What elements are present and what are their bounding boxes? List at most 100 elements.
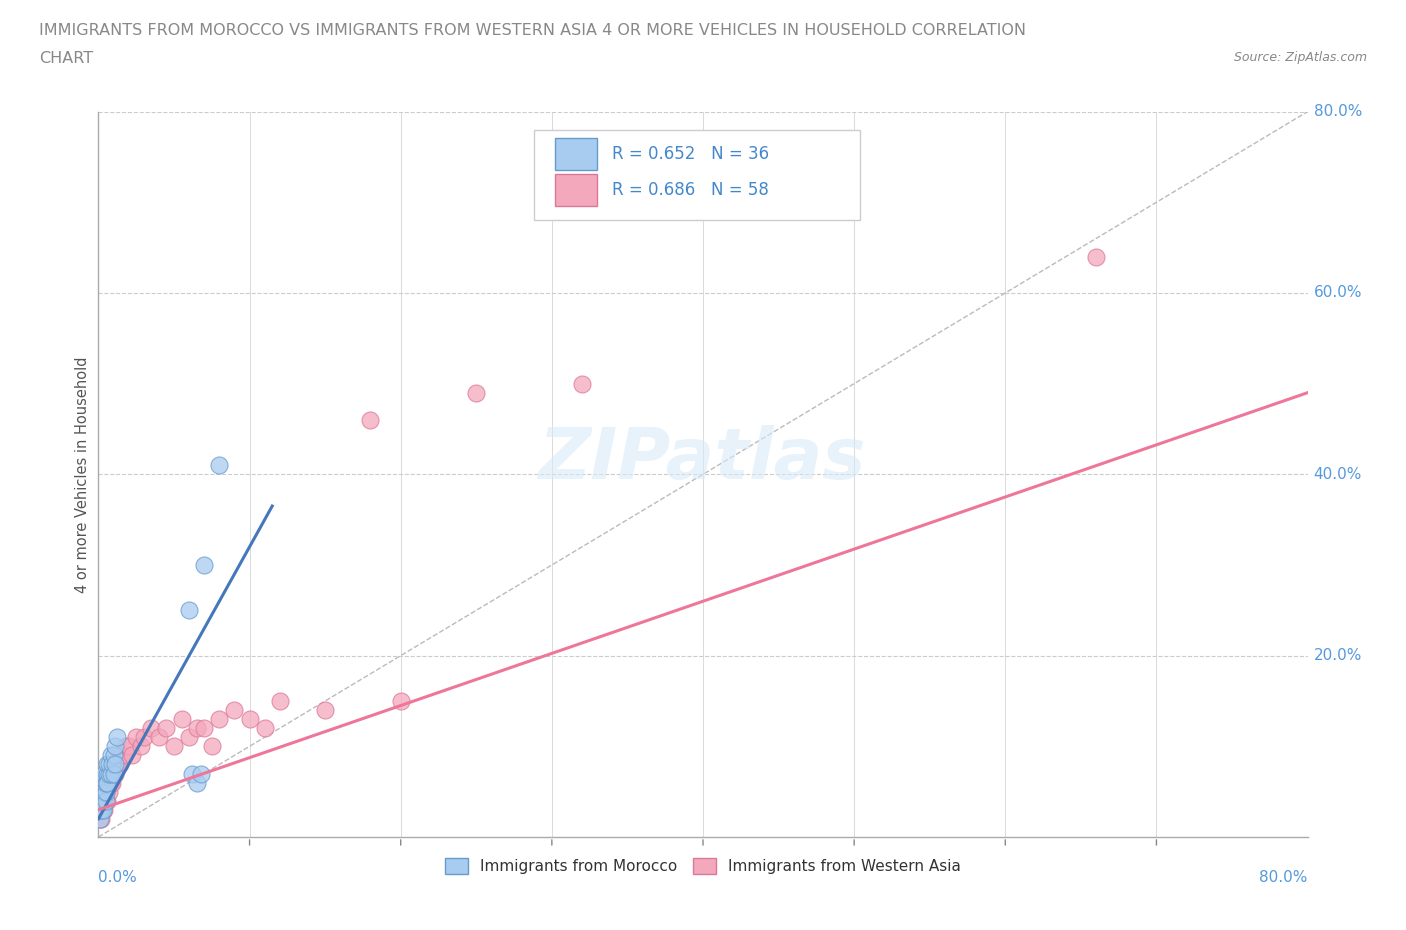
Point: [193, 558, 215, 573]
Point: [96, 757, 118, 772]
Point: [103, 748, 125, 763]
Point: [93, 776, 115, 790]
Point: [314, 703, 336, 718]
Point: [100, 776, 122, 790]
Point: [125, 730, 148, 745]
Point: [90, 793, 112, 808]
Point: [389, 694, 412, 709]
Point: [1085, 249, 1108, 264]
Point: [141, 721, 163, 736]
FancyBboxPatch shape: [555, 174, 596, 206]
Point: [121, 748, 143, 763]
Point: [89, 811, 111, 827]
Point: [110, 748, 132, 763]
Point: [93, 776, 115, 790]
Point: [104, 757, 127, 772]
Point: [89, 811, 111, 827]
Point: [96, 776, 118, 790]
Point: [91, 784, 114, 799]
Text: 60.0%: 60.0%: [1313, 286, 1362, 300]
Point: [98, 757, 121, 772]
Point: [90, 793, 112, 808]
Point: [360, 413, 382, 428]
Point: [465, 385, 488, 400]
Point: [94, 776, 117, 790]
Point: [96, 766, 118, 781]
Point: [118, 738, 141, 753]
Point: [91, 776, 114, 790]
Point: [179, 730, 201, 745]
Text: R = 0.652   N = 36: R = 0.652 N = 36: [613, 145, 769, 163]
Point: [132, 730, 155, 745]
Point: [94, 793, 117, 808]
Point: [108, 757, 131, 772]
Point: [91, 803, 114, 817]
Point: [170, 711, 193, 726]
Point: [90, 811, 112, 827]
Point: [91, 803, 114, 817]
Point: [94, 776, 117, 790]
Point: [94, 793, 117, 808]
Point: [208, 458, 231, 472]
Point: [104, 766, 127, 781]
Point: [89, 793, 111, 808]
Point: [91, 793, 114, 808]
Point: [107, 748, 129, 763]
Point: [105, 757, 128, 772]
Point: [148, 730, 170, 745]
Point: [93, 784, 115, 799]
Point: [186, 776, 208, 790]
FancyBboxPatch shape: [534, 130, 860, 220]
Point: [155, 721, 177, 736]
Point: [96, 766, 118, 781]
Point: [94, 784, 117, 799]
Point: [101, 776, 124, 790]
Point: [96, 776, 118, 790]
Point: [201, 738, 224, 753]
Point: [89, 803, 111, 817]
Text: IMMIGRANTS FROM MOROCCO VS IMMIGRANTS FROM WESTERN ASIA 4 OR MORE VEHICLES IN HO: IMMIGRANTS FROM MOROCCO VS IMMIGRANTS FR…: [39, 23, 1026, 38]
Text: ZIPatlas: ZIPatlas: [540, 425, 866, 494]
Point: [91, 793, 114, 808]
Point: [96, 793, 118, 808]
Point: [253, 721, 276, 736]
Point: [101, 766, 124, 781]
Point: [114, 738, 136, 753]
Point: [179, 603, 201, 618]
Text: R = 0.686   N = 58: R = 0.686 N = 58: [613, 181, 769, 199]
Point: [105, 730, 128, 745]
Point: [91, 784, 114, 799]
Point: [190, 766, 212, 781]
Point: [90, 784, 112, 799]
Point: [111, 748, 134, 763]
Text: CHART: CHART: [39, 51, 93, 66]
Point: [239, 711, 262, 726]
Point: [571, 377, 593, 392]
FancyBboxPatch shape: [555, 138, 596, 169]
Point: [100, 766, 122, 781]
Point: [186, 721, 208, 736]
Point: [100, 766, 122, 781]
Point: [93, 784, 115, 799]
Point: [93, 766, 115, 781]
Text: 0.0%: 0.0%: [98, 870, 138, 884]
Point: [90, 784, 112, 799]
Point: [98, 776, 121, 790]
Point: [103, 757, 125, 772]
Point: [101, 757, 124, 772]
Point: [103, 766, 125, 781]
Legend: Immigrants from Morocco, Immigrants from Western Asia: Immigrants from Morocco, Immigrants from…: [439, 852, 967, 880]
Point: [98, 766, 121, 781]
Point: [208, 711, 231, 726]
Point: [90, 803, 112, 817]
Point: [104, 738, 127, 753]
Point: [103, 766, 125, 781]
Point: [224, 703, 246, 718]
Point: [269, 694, 291, 709]
Point: [100, 748, 122, 763]
Point: [90, 776, 112, 790]
Point: [193, 721, 215, 736]
Text: 80.0%: 80.0%: [1313, 104, 1362, 119]
Text: Source: ZipAtlas.com: Source: ZipAtlas.com: [1233, 51, 1367, 64]
Point: [89, 793, 111, 808]
